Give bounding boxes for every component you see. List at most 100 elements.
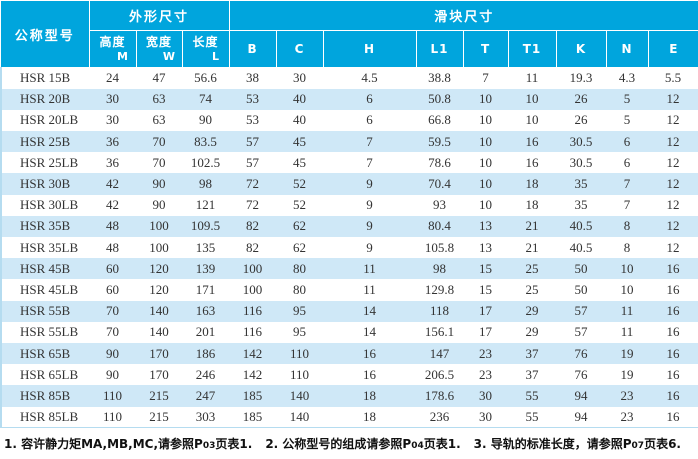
value-cell: 70: [152, 154, 166, 170]
value-cell: 135: [195, 239, 216, 255]
value-cell: 10: [479, 91, 493, 107]
value-cell: 201: [195, 324, 216, 340]
value-cell: 129.8: [424, 281, 455, 297]
value-cell: 16: [648, 364, 698, 386]
value-cell: 57: [246, 154, 260, 170]
value-cell: 70: [152, 133, 166, 149]
model-cell: HSR 55LB: [0, 321, 89, 343]
value-cell: 21: [525, 218, 539, 234]
column-header-e: E: [647, 30, 698, 68]
value-cell: 303: [182, 406, 230, 429]
value-cell: 110: [290, 366, 310, 382]
table-body: HSR 15B 24 47 56.6 38 30 4.5 38.8 7 11 19.3 4.3 5.5 H…: [0, 67, 698, 429]
value-cell: 9: [366, 197, 373, 213]
table-row: HSR 20B 30 63 74 53 40 6 50.8 10 10 26 5 12: [0, 88, 698, 110]
value-cell: 55: [508, 406, 557, 429]
value-cell: 9: [366, 218, 373, 234]
value-cell: 76: [574, 366, 588, 382]
value-cell: 98: [433, 260, 447, 276]
column-header-row: 高度 M 宽度 W 长度 L B C H L1 T T1 K N E: [1, 30, 698, 68]
page-reference: 03: [202, 441, 216, 452]
value-cell: 48: [106, 218, 119, 234]
model-cell: HSR 20B: [0, 88, 89, 110]
value-cell: 16: [648, 279, 698, 301]
value-cell: 82: [246, 218, 260, 234]
value-cell: 70: [106, 303, 119, 319]
value-cell: 57: [574, 303, 588, 319]
table-row: HSR 35LB 48 100 135 82 62 9 105.8 13 21 40.5 8 12: [0, 237, 698, 259]
table-row: HSR 65LB 90 170 246 142 110 16 206.5 23 37 76 19 16: [0, 364, 698, 386]
value-cell: 6: [623, 133, 631, 149]
value-cell: 55: [525, 387, 539, 403]
value-cell: 140: [276, 406, 324, 429]
value-cell: 93: [433, 197, 447, 213]
value-cell: 95: [293, 324, 307, 340]
column-header-m: 高度 M: [88, 30, 137, 68]
value-cell: 30: [106, 112, 119, 128]
group-header-row: 公称型号 外形尺寸 滑块尺寸: [1, 0, 698, 68]
column-header-c: C: [275, 30, 324, 68]
column-header-h: H: [322, 30, 417, 68]
value-cell: 12: [648, 237, 698, 259]
value-cell: 29: [525, 324, 539, 340]
value-cell: 140: [289, 387, 310, 403]
value-cell: 23: [479, 345, 493, 361]
value-cell: 37: [525, 345, 539, 361]
table-row: HSR 55B 70 140 163 116 95 14 118 17 29 57 11 16: [0, 300, 698, 322]
model-cell: HSR 85B: [0, 385, 89, 407]
value-cell: 215: [136, 406, 182, 429]
value-cell: 30: [479, 387, 493, 403]
value-cell: 163: [195, 303, 216, 319]
model-cell: HSR 25B: [0, 131, 89, 153]
value-cell: 13: [479, 218, 493, 234]
value-cell: 247: [195, 387, 216, 403]
value-cell: 47: [152, 70, 166, 86]
value-cell: 42: [106, 197, 119, 213]
value-cell: 110: [290, 345, 310, 361]
value-cell: 140: [149, 303, 169, 319]
model-cell: HSR 55B: [0, 300, 89, 322]
value-cell: 19: [620, 345, 634, 361]
value-cell: 14: [363, 303, 377, 319]
table-row: HSR 85B 110 215 247 185 140 18 178.6 30 55 94 23 16: [0, 385, 698, 407]
value-cell: 45: [293, 133, 307, 149]
value-cell: 38: [246, 70, 260, 86]
value-cell: 40: [293, 112, 307, 128]
value-cell: 16: [363, 366, 377, 382]
table-row: HSR 25B 36 70 83.5 57 45 7 59.5 10 16 30.5 6 12: [0, 131, 698, 153]
value-cell: 120: [149, 281, 169, 297]
value-cell: 140: [149, 324, 169, 340]
group-header-outer-dimensions: 外形尺寸: [88, 0, 230, 31]
value-cell: 36: [106, 133, 119, 149]
value-cell: 94: [556, 406, 607, 429]
value-cell: 7: [366, 133, 373, 149]
value-cell: 57: [574, 324, 588, 340]
value-cell: 118: [430, 303, 450, 319]
value-cell: 9: [366, 239, 373, 255]
value-cell: 35: [574, 197, 588, 213]
value-cell: 16: [648, 385, 698, 407]
value-cell: 40.5: [569, 239, 593, 255]
value-cell: 74: [199, 91, 213, 107]
value-cell: 8: [623, 239, 631, 255]
value-cell: 29: [525, 303, 539, 319]
value-cell: 10: [479, 112, 493, 128]
value-cell: 116: [243, 324, 263, 340]
value-cell: 11: [620, 324, 634, 340]
value-cell: 70: [106, 324, 119, 340]
value-cell: 19: [620, 366, 634, 382]
value-cell: 6: [366, 112, 373, 128]
column-header-w: 宽度 W: [135, 30, 183, 68]
column-header-t1: T1: [507, 30, 557, 68]
value-cell: 7: [482, 70, 489, 86]
value-cell: 70.4: [428, 176, 451, 192]
value-cell: 38.8: [428, 70, 451, 86]
value-cell: 76: [574, 345, 588, 361]
value-cell: 62: [293, 218, 307, 234]
value-cell: 62: [293, 239, 307, 255]
value-cell: 23: [606, 406, 649, 429]
value-cell: 60: [106, 281, 119, 297]
footnotes: 1. 容许静力矩MA,MB,MC,请参照P03页表1. 2. 公称型号的组成请参照…: [0, 428, 698, 459]
footnote: 1. 容许静力矩MA,MB,MC,请参照P03页表1.: [4, 437, 253, 452]
